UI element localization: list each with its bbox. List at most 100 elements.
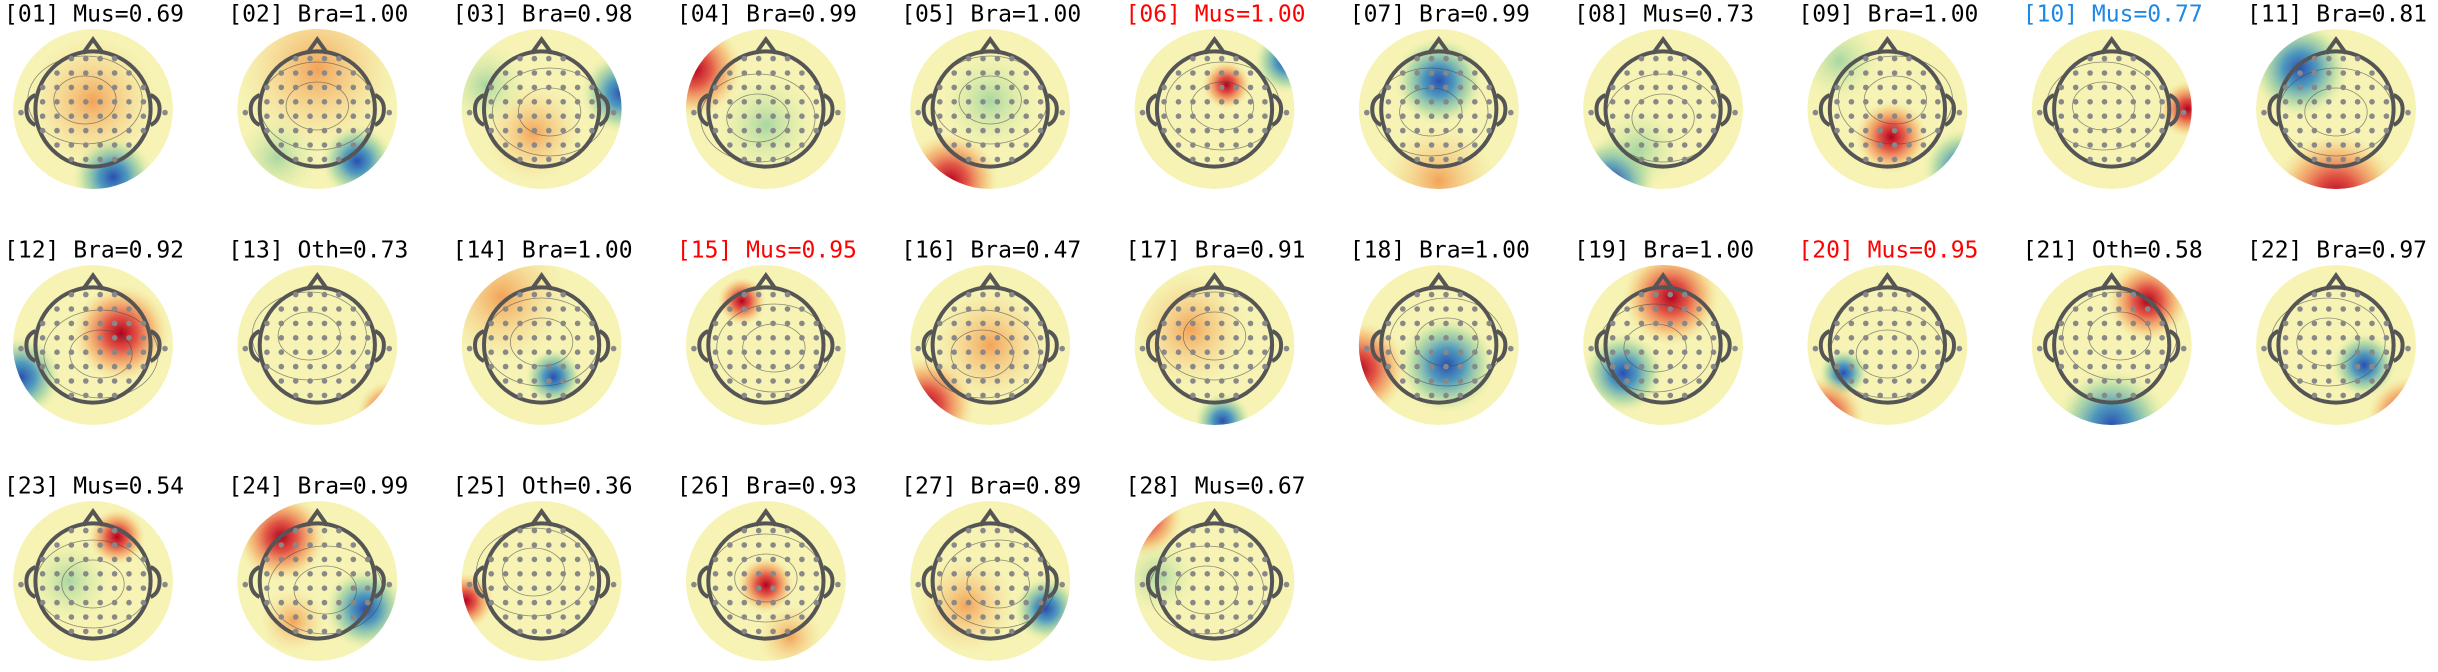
- electrode: [292, 113, 299, 119]
- electrode: [466, 581, 473, 588]
- electrode: [546, 614, 552, 620]
- electrode: [2072, 349, 2079, 356]
- topomap-blob: [525, 349, 582, 405]
- electrode: [264, 349, 270, 356]
- electrode: [1667, 99, 1674, 105]
- electrode: [2326, 378, 2332, 384]
- contour: [285, 81, 349, 131]
- electrode: [1891, 84, 1898, 91]
- component-label: [10] Mus=0.77: [2023, 2, 2203, 28]
- electrode: [770, 349, 776, 356]
- electrode: [2354, 306, 2361, 312]
- electrode: [1457, 70, 1464, 76]
- electrode: [364, 585, 371, 591]
- electrode: [980, 571, 986, 577]
- electrode: [2072, 320, 2079, 327]
- electrode: [126, 378, 132, 384]
- electrode: [1190, 84, 1196, 91]
- electrode: [2326, 291, 2332, 298]
- electrode: [1175, 542, 1182, 548]
- electrode: [1023, 142, 1029, 148]
- electrode: [517, 84, 523, 91]
- component: [04] Bra=0.99: [677, 2, 857, 189]
- electrode: [97, 392, 103, 399]
- electrode: [2087, 142, 2093, 148]
- component: [07] Bra=0.99: [1350, 2, 1530, 189]
- nose: [754, 271, 778, 291]
- electrode: [546, 349, 552, 356]
- electrode: [770, 70, 776, 76]
- electrode: [2130, 320, 2137, 327]
- electrode: [1920, 335, 1927, 341]
- component: [01] Mus=0.69: [4, 2, 184, 189]
- electrode: [2130, 378, 2137, 384]
- electrode: [1877, 142, 1883, 148]
- electrode: [1609, 335, 1616, 341]
- electrode: [2087, 335, 2093, 341]
- electrode: [336, 571, 342, 577]
- electrode: [799, 614, 805, 620]
- electrode: [965, 628, 972, 635]
- ear-right: [598, 329, 611, 363]
- electrode: [784, 556, 791, 563]
- electrode: [307, 378, 313, 384]
- electrode: [466, 345, 473, 352]
- electrode: [994, 127, 1001, 134]
- electrode: [546, 156, 552, 163]
- electrode: [2369, 363, 2375, 370]
- electrode: [1247, 142, 1254, 148]
- electrode: [1190, 527, 1196, 534]
- electrode: [1848, 363, 1855, 370]
- electrode: [1906, 349, 1912, 356]
- electrode: [1190, 542, 1196, 548]
- electrode: [755, 585, 762, 591]
- electrode: [1204, 585, 1211, 591]
- electrode: [980, 363, 986, 370]
- ear-right: [1495, 93, 1508, 127]
- head-outline: [1154, 49, 1275, 169]
- electrode: [2159, 363, 2165, 370]
- electrode: [2087, 70, 2093, 76]
- electrode: [1877, 349, 1883, 356]
- electrode: [1472, 84, 1478, 91]
- electrode: [1023, 70, 1029, 76]
- electrode: [784, 113, 791, 119]
- electrode: [1218, 585, 1225, 591]
- electrode: [1190, 99, 1196, 105]
- contour: [61, 559, 125, 609]
- electrode: [1262, 127, 1268, 134]
- electrode: [1009, 142, 1015, 148]
- electrode: [2369, 335, 2375, 341]
- electrode: [1218, 542, 1225, 548]
- electrode: [1681, 349, 1688, 356]
- electrode: [83, 614, 89, 620]
- electrode: [589, 113, 595, 119]
- electrode: [1920, 378, 1927, 384]
- electrode: [799, 599, 805, 606]
- ear-left: [2043, 329, 2056, 363]
- component-label: [21] Oth=0.58: [2023, 238, 2203, 264]
- electrode: [2072, 142, 2079, 148]
- electrode: [994, 556, 1001, 563]
- electrode: [54, 614, 60, 620]
- electrode: [1233, 349, 1239, 356]
- electrode: [68, 542, 75, 548]
- electrode: [68, 84, 75, 91]
- electrode: [307, 585, 313, 591]
- electrode: [574, 585, 581, 591]
- head-outline: [1154, 521, 1275, 641]
- electrode: [980, 628, 986, 635]
- electrode: [97, 378, 103, 384]
- electrode: [307, 156, 313, 163]
- electrode: [2144, 349, 2151, 356]
- component: [19] Bra=1.00: [1574, 238, 1754, 425]
- component-label: [01] Mus=0.69: [4, 2, 184, 28]
- electrode: [755, 542, 762, 548]
- electrode: [560, 614, 566, 620]
- electrode: [2340, 70, 2346, 76]
- electrode: [1681, 55, 1688, 62]
- electrode: [2130, 335, 2137, 341]
- ear-right: [1719, 329, 1732, 363]
- ear-right: [2392, 93, 2405, 127]
- electrode: [951, 542, 957, 548]
